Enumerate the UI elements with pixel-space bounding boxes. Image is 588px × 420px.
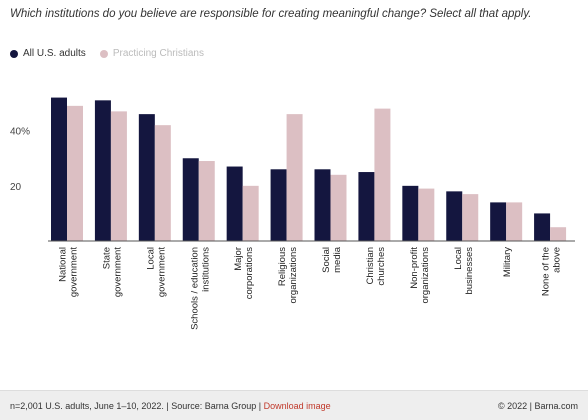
category-label: Local (145, 247, 156, 270)
y-tick-label: 20 (10, 182, 22, 193)
bar (94, 100, 111, 241)
category-label: above (552, 247, 563, 273)
category-label: businesses (464, 247, 475, 295)
category-label: government (112, 247, 123, 298)
legend: All U.S. adults Practicing Christians (10, 48, 204, 59)
footer-source-group: n=2,001 U.S. adults, June 1–10, 2022. | … (10, 401, 331, 411)
bar (154, 125, 171, 241)
category-label: Local (453, 247, 464, 270)
legend-label-practicing-christians: Practicing Christians (112, 48, 204, 59)
bar (446, 191, 463, 241)
category-label: government (156, 247, 167, 298)
bar (270, 169, 287, 241)
footer-right: © 2022 | Barna.com (498, 401, 578, 411)
category-label: None of the (541, 247, 552, 296)
legend-label-all-adults: All U.S. adults (23, 48, 86, 59)
bar (418, 188, 435, 241)
category-label: government (69, 247, 80, 298)
bar (330, 174, 347, 241)
bar (198, 161, 215, 241)
category-label: Major (233, 247, 244, 271)
category-label: corporations (244, 247, 255, 300)
bar (182, 158, 199, 241)
legend-item-practicing-christians[interactable]: Practicing Christians (99, 48, 204, 59)
category-label: Social (321, 247, 332, 273)
category-label: institutions (200, 247, 211, 292)
bar (286, 114, 303, 241)
footer-site-link[interactable]: Barna.com (534, 400, 578, 411)
bar (314, 169, 331, 241)
category-label: organizations (288, 247, 299, 304)
category-label: Non-profit (409, 247, 420, 289)
bar (534, 213, 551, 241)
footer-source: n=2,001 U.S. adults, June 1–10, 2022. | … (10, 400, 262, 411)
bar (550, 227, 567, 241)
category-label: Christian (365, 247, 376, 285)
bar (242, 185, 259, 241)
category-label: Religious (277, 247, 288, 286)
bar (51, 97, 67, 241)
bar (110, 111, 127, 241)
download-image-link[interactable]: Download image (263, 400, 331, 411)
bar (138, 114, 155, 241)
bar (402, 185, 419, 241)
y-tick-label: 40% (10, 127, 30, 138)
bar (226, 166, 243, 241)
bar (358, 172, 375, 241)
legend-swatch-all-adults (10, 49, 18, 58)
category-label: churches (376, 247, 387, 286)
bar (462, 194, 479, 241)
bar (490, 202, 507, 241)
footer-copyright: © 2022 | (497, 400, 532, 411)
chart-question: Which institutions do you believe are re… (10, 8, 532, 20)
category-label: media (332, 246, 343, 273)
category-label: organizations (420, 247, 431, 304)
footer: n=2,001 U.S. adults, June 1–10, 2022. | … (0, 390, 588, 420)
category-label: National (58, 247, 69, 282)
bar (506, 202, 523, 241)
legend-swatch-practicing-christians (99, 49, 108, 58)
bar (374, 108, 391, 241)
bar (67, 105, 83, 242)
category-label: Schools / education (189, 247, 200, 330)
category-label: Military (502, 247, 513, 277)
legend-item-all-adults[interactable]: All U.S. adults (10, 48, 86, 59)
category-label: State (101, 247, 112, 269)
